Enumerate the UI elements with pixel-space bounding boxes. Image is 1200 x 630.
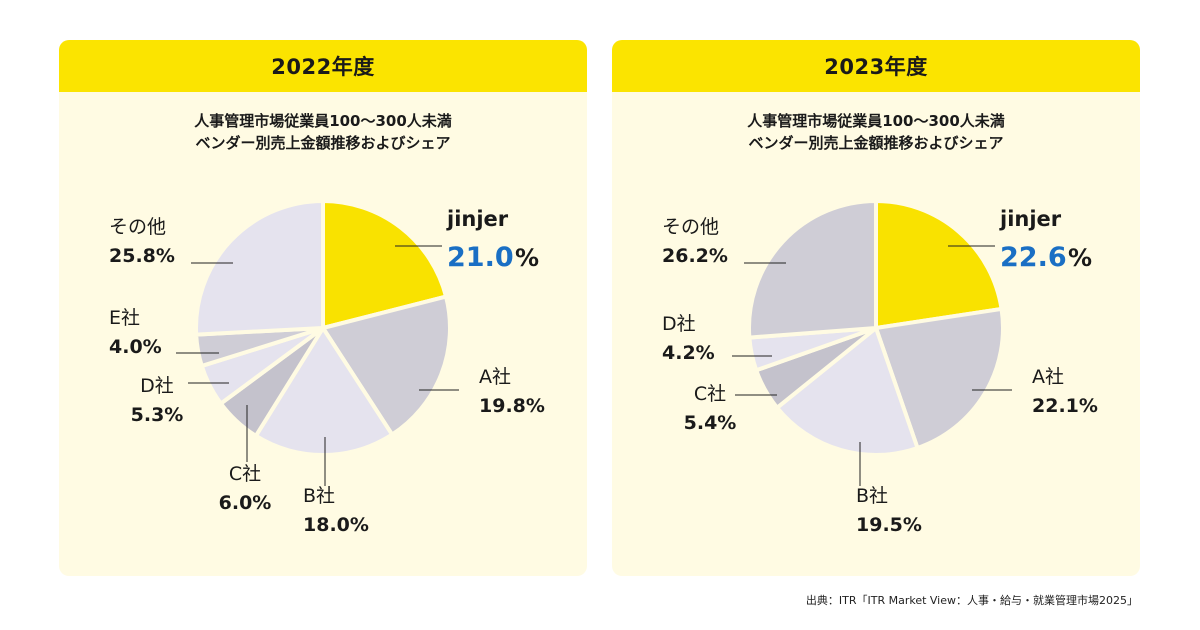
slice-label-a: A社 [1032,366,1064,388]
pie-slices [194,199,452,457]
slice-value-c: 6.0% [219,492,272,514]
slice-unit-jinjer: % [515,244,539,272]
source-note: 出典：ITR「ITR Market View：人事・給与・就業管理市場2025」 [805,594,1138,607]
slice-value-a: 22.1% [1032,395,1098,417]
slice-value-e: 4.0% [109,336,162,358]
slice-value-b: 19.5% [856,514,922,536]
subtitle-line-2: ベンダー別売上金額推移およびシェア [748,134,1004,152]
subtitle-line-1: 人事管理市場従業員100～300人未満 [194,112,452,130]
subtitle-line-1: 人事管理市場従業員100～300人未満 [747,112,1005,130]
pie-slice-jinjer [874,199,1004,330]
slice-label-d: D社 [662,313,696,335]
slice-value-other: 25.8% [109,245,175,267]
chart-subtitle: 人事管理市場従業員100～300人未満 ベンダー別売上金額推移およびシェア [59,110,587,154]
slice-label-c: C社 [694,383,726,405]
pie-slice-jinjer [321,199,449,330]
pie-slice-a [874,306,1005,451]
slice-label-other: その他 [109,216,166,238]
slice-label-other: その他 [662,216,719,238]
slice-value-d: 5.3% [131,404,184,426]
pie-slice-other [194,199,325,337]
slice-label-c: C社 [229,463,261,485]
pie-slice-other [747,199,878,340]
slice-value-b: 18.0% [303,514,369,536]
slice-value-jinjer: 21.0 [447,242,514,273]
slice-label-d: D社 [140,375,174,397]
chart-panel-2022: 2022年度 人事管理市場従業員100～300人未満 ベンダー別売上金額推移およ… [59,40,587,576]
pie-slices [747,199,1005,457]
slice-label-jinjer: jinjer [446,207,509,231]
pie-chart-2023: jinjer 22.6 % A社 22.1% B社 19.5% C社 5.4% D社 4.2% その他… [662,199,1098,536]
chart-panel-2023: 2023年度 人事管理市場従業員100～300人未満 ベンダー別売上金額推移およ… [612,40,1140,576]
slice-label-b: B社 [303,485,335,507]
subtitle-line-2: ベンダー別売上金額推移およびシェア [195,134,451,152]
slice-unit-jinjer: % [1068,244,1092,272]
slice-value-other: 26.2% [662,245,728,267]
pie-slice-b [775,326,920,457]
chart-subtitle: 人事管理市場従業員100～300人未満 ベンダー別売上金額推移およびシェア [612,110,1140,154]
slice-label-b: B社 [856,485,888,507]
slice-value-c: 5.4% [684,412,737,434]
panel-title: 2023年度 [612,40,1140,92]
slice-label-a: A社 [479,366,511,388]
pie-slice-a [321,294,452,437]
slice-label-jinjer: jinjer [999,207,1062,231]
slice-value-jinjer: 22.6 [1000,242,1067,273]
slice-value-a: 19.8% [479,395,545,417]
slice-value-d: 4.2% [662,342,715,364]
pie-slice-b [253,326,395,457]
slice-label-e: E社 [109,307,140,329]
pie-chart-2022: jinjer 21.0 % A社 19.8% B社 18.0% C社 6.0% D社 5.3% E社 4… [109,199,545,536]
panel-title: 2022年度 [59,40,587,92]
